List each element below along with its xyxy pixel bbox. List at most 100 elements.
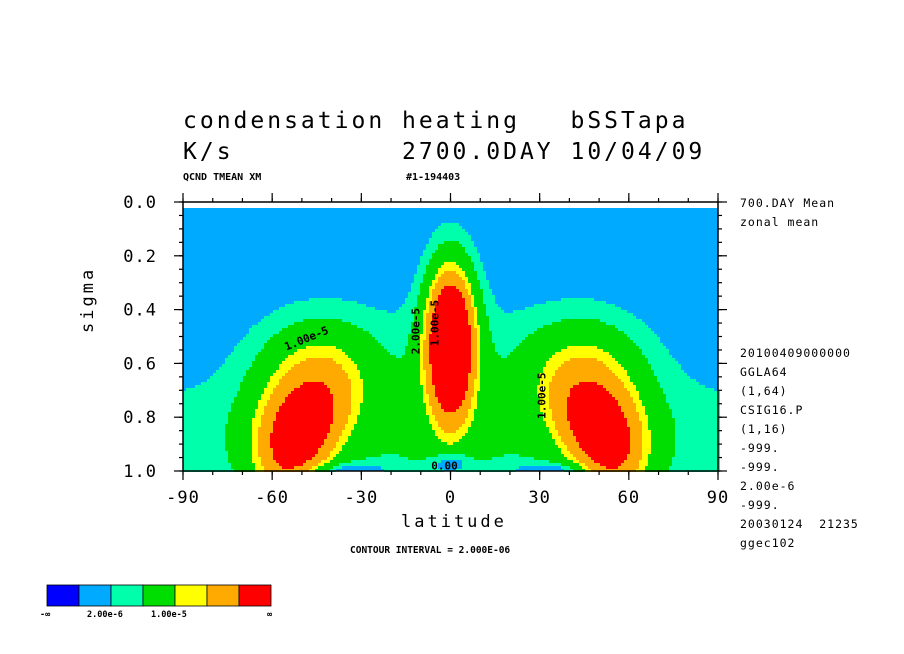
heatmap-cell xyxy=(435,274,438,277)
heatmap-cell xyxy=(300,304,303,307)
heatmap-cell xyxy=(246,367,249,370)
heatmap-cell xyxy=(225,415,228,418)
heatmap-cell xyxy=(423,457,426,460)
heatmap-cell xyxy=(216,400,219,403)
heatmap-cell xyxy=(342,319,345,322)
heatmap-cell xyxy=(183,466,186,469)
heatmap-cell xyxy=(453,319,456,322)
heatmap-cell xyxy=(438,370,441,373)
heatmap-cell xyxy=(432,466,435,469)
heatmap-cell xyxy=(420,286,423,289)
heatmap-cell xyxy=(264,445,267,448)
heatmap-cell xyxy=(420,433,423,436)
heatmap-cell xyxy=(240,355,243,358)
heatmap-cell xyxy=(411,433,414,436)
heatmap-cell xyxy=(258,430,261,433)
heatmap-cell xyxy=(408,295,411,298)
heatmap-cell xyxy=(459,301,462,304)
heatmap-cell xyxy=(318,298,321,301)
heatmap-cell xyxy=(393,400,396,403)
heatmap-cell xyxy=(336,298,339,301)
heatmap-cell xyxy=(207,403,210,406)
heatmap-cell xyxy=(363,316,366,319)
heatmap-cell xyxy=(312,409,315,412)
heatmap-cell xyxy=(456,370,459,373)
heatmap-cell xyxy=(366,463,369,466)
heatmap-cell xyxy=(243,382,246,385)
heatmap-cell xyxy=(342,382,345,385)
heatmap-cell xyxy=(294,397,297,400)
heatmap-cell xyxy=(405,433,408,436)
heatmap-cell xyxy=(399,328,402,331)
heatmap-cell xyxy=(345,442,348,445)
heatmap-cell xyxy=(387,436,390,439)
heatmap-cell xyxy=(363,349,366,352)
heatmap-cell xyxy=(369,391,372,394)
heatmap-cell xyxy=(324,421,327,424)
heatmap-cell xyxy=(249,355,252,358)
heatmap-cell xyxy=(270,352,273,355)
heatmap-cell xyxy=(381,421,384,424)
heatmap-cell xyxy=(348,382,351,385)
heatmap-cell xyxy=(228,373,231,376)
heatmap-cell xyxy=(408,343,411,346)
heatmap-cell xyxy=(366,460,369,463)
heatmap-cell xyxy=(207,439,210,442)
heatmap-cell xyxy=(300,334,303,337)
heatmap-cell xyxy=(318,355,321,358)
heatmap-cell xyxy=(363,337,366,340)
heatmap-cell xyxy=(324,352,327,355)
heatmap-cell xyxy=(411,292,414,295)
heatmap-cell xyxy=(414,310,417,313)
heatmap-cell xyxy=(357,337,360,340)
heatmap-cell xyxy=(423,343,426,346)
heatmap-cell xyxy=(429,328,432,331)
heatmap-cell xyxy=(372,463,375,466)
heatmap-cell xyxy=(429,397,432,400)
heatmap-cell xyxy=(339,325,342,328)
heatmap-cell xyxy=(219,439,222,442)
heatmap-cell xyxy=(204,448,207,451)
heatmap-cell xyxy=(228,445,231,448)
heatmap-cell xyxy=(237,376,240,379)
heatmap-cell xyxy=(414,343,417,346)
heatmap-cell xyxy=(381,331,384,334)
heatmap-cell xyxy=(312,400,315,403)
heatmap-cell xyxy=(453,400,456,403)
heatmap-cell xyxy=(414,301,417,304)
heatmap-cell xyxy=(201,430,204,433)
heatmap-cell xyxy=(318,451,321,454)
heatmap-cell xyxy=(372,439,375,442)
heatmap-cell xyxy=(444,346,447,349)
heatmap-cell xyxy=(279,427,282,430)
heatmap-cell xyxy=(429,301,432,304)
heatmap-cell xyxy=(336,430,339,433)
heatmap-cell xyxy=(297,409,300,412)
heatmap-cell xyxy=(243,358,246,361)
heatmap-cell xyxy=(330,403,333,406)
heatmap-cell xyxy=(303,463,306,466)
heatmap-cell xyxy=(429,454,432,457)
heatmap-cell xyxy=(354,415,357,418)
heatmap-cell xyxy=(237,403,240,406)
heatmap-cell xyxy=(303,346,306,349)
heatmap-cell xyxy=(303,427,306,430)
heatmap-cell xyxy=(264,322,267,325)
heatmap-cell xyxy=(276,382,279,385)
heatmap-cell xyxy=(408,340,411,343)
heatmap-cell xyxy=(303,334,306,337)
heatmap-cell xyxy=(435,385,438,388)
heatmap-cell xyxy=(369,445,372,448)
heatmap-cell xyxy=(336,343,339,346)
heatmap-cell xyxy=(459,379,462,382)
heatmap-cell xyxy=(333,412,336,415)
heatmap-cell xyxy=(201,463,204,466)
heatmap-cell xyxy=(393,319,396,322)
heatmap-cell xyxy=(351,346,354,349)
heatmap-cell xyxy=(453,406,456,409)
heatmap-cell xyxy=(447,445,450,448)
heatmap-cell xyxy=(414,457,417,460)
heatmap-cell xyxy=(378,331,381,334)
heatmap-cell xyxy=(414,415,417,418)
heatmap-cell xyxy=(345,436,348,439)
